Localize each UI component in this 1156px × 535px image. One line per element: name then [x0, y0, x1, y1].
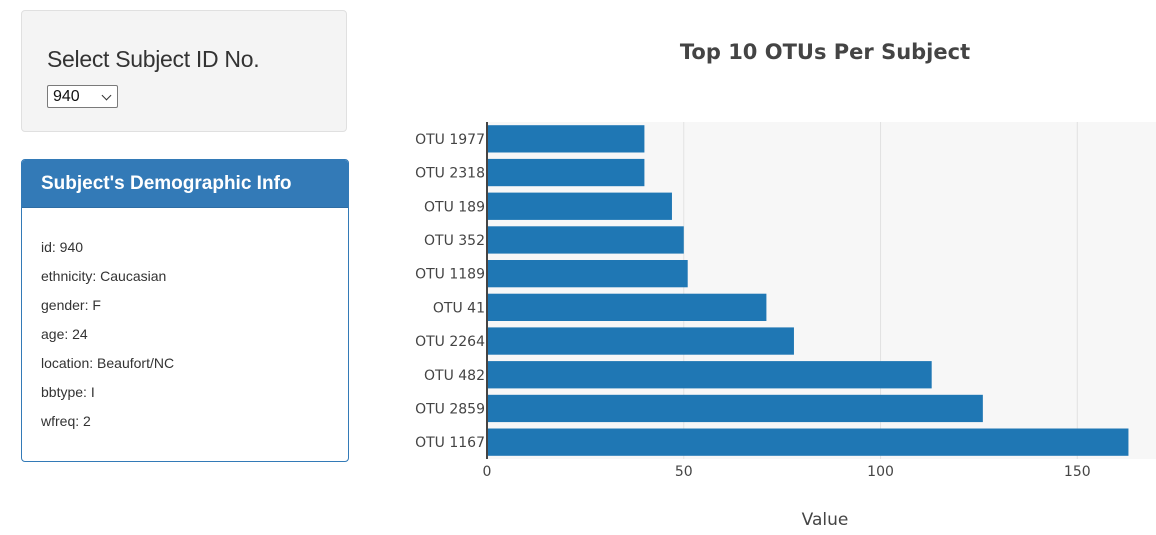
bar-otu-2318: [487, 158, 645, 187]
bar-otu-41: [487, 293, 767, 321]
y-tick-label: OTU 1167: [415, 435, 485, 451]
demographic-row: location: Beaufort/NC: [41, 355, 175, 371]
demographic-row: wfreq: 2: [41, 413, 91, 429]
demographic-info-heading: Subject's Demographic Info: [22, 160, 348, 208]
x-tick-label: 150: [1064, 464, 1091, 480]
y-tick-label: OTU 2318: [415, 166, 485, 182]
x-tick-label: 0: [483, 464, 492, 480]
demographic-row: bbtype: I: [41, 384, 95, 400]
bar-otu-189: [487, 192, 672, 220]
chevron-down-icon: [101, 90, 112, 101]
y-tick-label: OTU 2264: [415, 334, 485, 350]
bar-otu-1167: [487, 428, 1129, 456]
demographic-row: id: 940: [41, 239, 84, 255]
select-subject-title: Select Subject ID No.: [47, 46, 260, 72]
demographic-row: gender: F: [41, 297, 101, 313]
y-tick-label: OTU 1189: [415, 267, 485, 283]
y-tick-label: OTU 2859: [415, 401, 485, 417]
bar-otu-1189: [487, 260, 688, 288]
bar-otu-2264: [487, 327, 794, 355]
x-tick-label: 50: [675, 464, 693, 480]
bar-otu-1977: [487, 125, 645, 153]
subject-select-panel: Select Subject ID No. 940: [21, 10, 347, 132]
x-tick-label: 100: [867, 464, 894, 480]
y-tick-label: OTU 1977: [415, 132, 485, 148]
y-tick-label: OTU 352: [424, 233, 485, 249]
bar-otu-352: [487, 226, 684, 254]
bar-otu-2859: [487, 394, 983, 423]
y-tick-label: OTU 189: [424, 199, 485, 215]
otu-bar-chart: 0 50 100 150 OTU 1977 OTU 2318 OTU 189 OTU 352 O…: [415, 40, 1156, 530]
y-tick-label: OTU 41: [433, 300, 485, 316]
bar-otu-482: [487, 361, 932, 389]
demographic-row: ethnicity: Caucasian: [41, 268, 167, 284]
y-tick-label: OTU 482: [424, 368, 485, 384]
demographic-info-panel: Subject's Demographic Info id: 940 ethnic…: [21, 159, 349, 462]
demographic-info-list: id: 940 ethnicity: Caucasian gender: F age:…: [41, 238, 174, 441]
chart-title: Top 10 OTUs Per Subject: [680, 40, 970, 64]
subject-id-dropdown[interactable]: 940: [47, 85, 118, 108]
subject-id-selected-value: 940: [53, 88, 80, 105]
demographic-row: age: 24: [41, 326, 88, 342]
x-axis-label: Value: [802, 510, 849, 530]
